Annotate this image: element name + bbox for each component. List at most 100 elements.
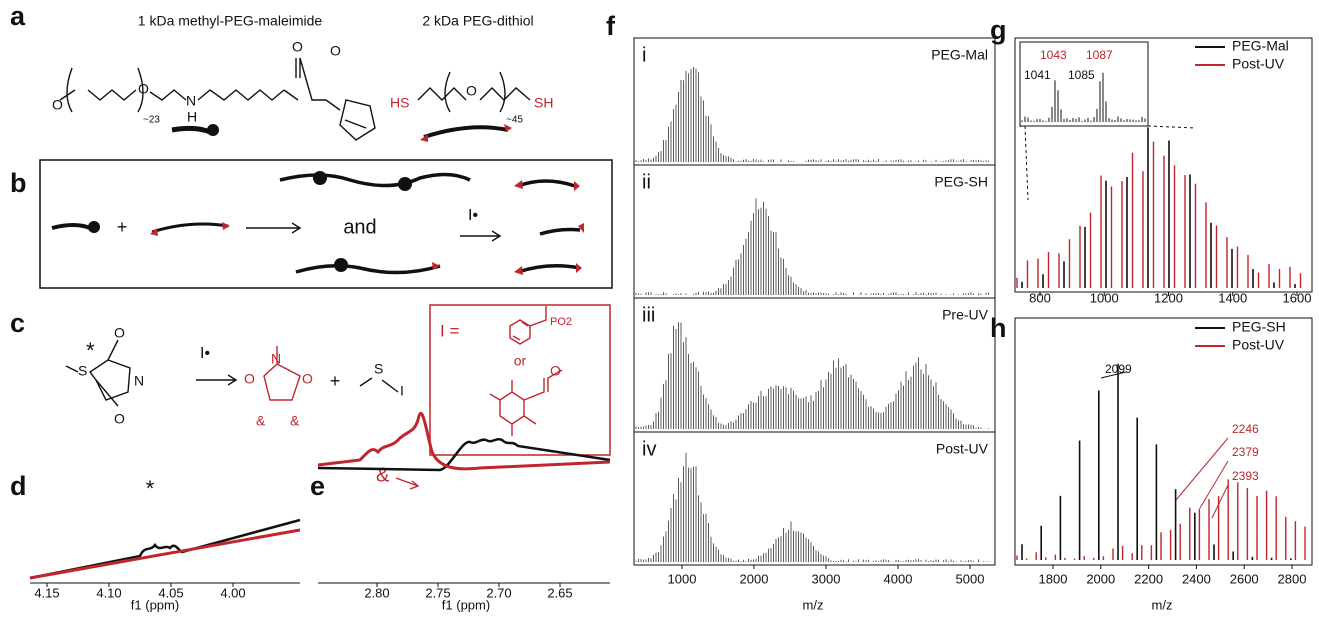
x-tick-label: 1200 — [1154, 290, 1183, 305]
maleimide-ring — [339, 99, 376, 141]
x-tick-label: 2.75 — [425, 585, 450, 600]
subpanel-name: Post-UV — [936, 441, 989, 457]
subpanel-numeral: iv — [642, 438, 656, 460]
group: PO2 — [550, 316, 572, 328]
x-axis-label: f1 (ppm) — [442, 597, 490, 612]
repeat-count: ~45 — [506, 115, 523, 126]
panel-label: c — [10, 308, 25, 338]
nmr-trace — [317, 411, 611, 471]
legend-label: Post-UV — [1232, 56, 1285, 72]
spectrum — [1021, 127, 1296, 288]
peak-label: 2099 — [1105, 362, 1132, 376]
cartoon — [279, 172, 471, 188]
cartoon — [88, 221, 100, 233]
cartoon — [514, 180, 584, 275]
panel-label: d — [10, 471, 27, 501]
arrow — [246, 222, 302, 234]
x-axis-label: f1 (ppm) — [131, 597, 179, 612]
inset-label: 1085 — [1068, 68, 1095, 82]
atom: O — [114, 411, 125, 427]
atom: O — [114, 325, 125, 341]
atom: O — [292, 39, 303, 55]
legend-label: PEG-SH — [1232, 319, 1286, 335]
panel-label: b — [10, 168, 27, 198]
atom: H — [187, 109, 197, 125]
plot-frame — [633, 37, 996, 566]
cartoon — [171, 125, 211, 135]
bond — [359, 377, 399, 393]
x-tick-label: 4.15 — [34, 585, 59, 600]
atom: HS — [390, 95, 409, 111]
or: or — [514, 353, 527, 369]
leader-line — [1211, 484, 1229, 519]
cartoon — [517, 179, 581, 274]
x-tick-label: 5000 — [956, 571, 985, 586]
peak-label: 2393 — [1232, 469, 1259, 483]
peak-label: 2379 — [1232, 445, 1259, 459]
spectrum — [635, 452, 989, 562]
atom: O — [302, 371, 313, 387]
x-tick-label: 2.70 — [486, 585, 511, 600]
plus: + — [117, 217, 128, 237]
cartoon — [398, 177, 412, 191]
cartoon — [432, 262, 440, 270]
succinimide — [263, 346, 301, 401]
plus: + — [330, 371, 341, 391]
structure-bonds — [417, 71, 531, 113]
subpanel-name: Pre-UV — [942, 307, 989, 323]
structure-title: 2 kDa PEG-dithiol — [422, 13, 533, 29]
legend-label: PEG-Mal — [1232, 38, 1289, 54]
cartoon — [313, 171, 327, 185]
x-tick-label: 4.10 — [96, 585, 121, 600]
arrow — [460, 230, 502, 242]
spectrum — [1016, 479, 1306, 560]
x-tick-label: 1000 — [668, 571, 697, 586]
plot-frame — [1014, 317, 1313, 566]
x-tick-label: 4.00 — [220, 585, 245, 600]
x-tick-label: 2.80 — [364, 585, 389, 600]
x-tick-label: 2000 — [740, 571, 769, 586]
succinimide — [65, 339, 131, 407]
subpanel-numeral: iii — [642, 304, 655, 326]
leader-line — [1175, 437, 1229, 501]
atom: O — [244, 371, 255, 387]
x-tick-label: 2400 — [1182, 571, 1211, 586]
x-tick-label: 1600 — [1283, 290, 1312, 305]
x-tick-label: 2200 — [1134, 571, 1163, 586]
panel-label: h — [990, 313, 1007, 343]
spectrum — [1021, 72, 1146, 122]
atom: O — [550, 363, 561, 379]
x-tick-label: 4000 — [884, 571, 913, 586]
x-tick-label: 1000 — [1090, 290, 1119, 305]
subpanel-numeral: i — [642, 44, 646, 66]
benzene — [509, 306, 547, 345]
cartoon — [51, 223, 91, 230]
scheme-box — [39, 159, 613, 289]
marker: & — [256, 413, 266, 429]
x-tick-label: 1400 — [1218, 290, 1247, 305]
inset-label: 1041 — [1024, 68, 1051, 82]
x-tick-label: 2800 — [1278, 571, 1307, 586]
atom: O — [330, 43, 341, 59]
atom: N — [186, 93, 196, 109]
arrow — [395, 477, 420, 490]
nmr-trace — [29, 518, 301, 580]
cartoon — [334, 258, 348, 272]
x-tick-label: 3000 — [812, 571, 841, 586]
leader-line — [1199, 460, 1229, 509]
spectrum — [635, 322, 989, 429]
spectrum — [1021, 363, 1292, 560]
marker: & — [290, 413, 300, 429]
x-axis-label: m/z — [803, 597, 824, 612]
peak-marker: * — [146, 476, 155, 501]
nmr-trace — [317, 438, 611, 472]
inset-label: 1087 — [1086, 48, 1113, 62]
atom: SH — [534, 95, 553, 111]
panel-label: a — [10, 1, 26, 31]
x-tick-label: 800 — [1029, 290, 1051, 305]
initiator: I• — [200, 345, 210, 362]
cartoon — [295, 264, 441, 275]
atom: O — [52, 97, 63, 113]
spectrum — [1016, 141, 1302, 288]
